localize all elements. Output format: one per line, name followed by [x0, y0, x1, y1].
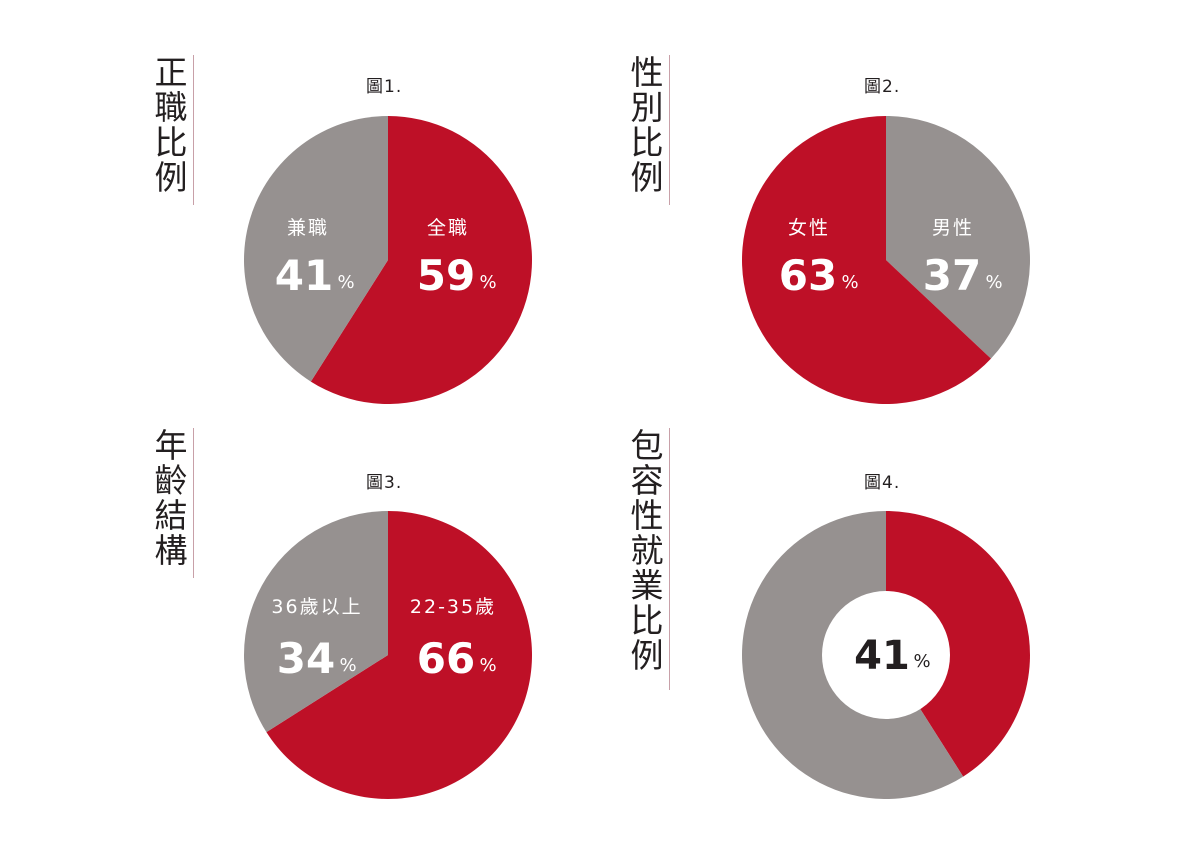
donut-chart-4: 41%: [742, 511, 1030, 799]
chart-title: 包容性就業比例: [625, 428, 670, 690]
slice-unit-label: %: [337, 272, 354, 293]
slice-unit-label: %: [479, 655, 496, 676]
figure-caption: 圖4.: [864, 473, 901, 493]
pie-slice: [244, 511, 388, 733]
slice-label: 36歲以上: [271, 596, 362, 618]
pie-chart-1: 全職 59 % 兼職 41%: [244, 116, 532, 405]
pie-slice: [742, 116, 991, 404]
slice-unit-label: %: [479, 272, 496, 293]
figure-caption: 圖3.: [366, 473, 403, 493]
slice-label: 兼職: [287, 217, 329, 239]
chart-title: 性別比例: [625, 55, 670, 205]
slice-value-label: 63: [779, 251, 837, 300]
pie-slice: [886, 511, 1030, 777]
slice-unit-label: %: [985, 272, 1002, 293]
chart-title: 正職比例: [149, 55, 194, 205]
pie-chart-3: 22-35歲 66 % 36歲以上 34%: [244, 511, 532, 799]
slice-value-label: 37: [923, 251, 981, 300]
slice-value-label: 66: [417, 634, 475, 683]
pie-slice: [266, 511, 532, 799]
center-value-label: 41: [854, 633, 910, 679]
pie-slice: [886, 116, 1030, 359]
donut-hole: [822, 591, 950, 719]
slice-label: 女性: [788, 217, 830, 239]
pie-slice: [310, 116, 532, 405]
pie-slice: [244, 116, 388, 382]
slice-label: 男性: [932, 217, 974, 239]
slice-label: 22-35歲: [410, 596, 496, 618]
chart-title: 年齡結構: [149, 428, 194, 578]
slice-value-label: 41: [275, 251, 333, 300]
center-unit-label: %: [913, 651, 930, 672]
slice-value-label: 34: [277, 634, 335, 683]
slice-unit-label: %: [339, 655, 356, 676]
figure-caption: 圖2.: [864, 77, 901, 97]
pie-chart-2: 男性 37 % 女性 63%: [742, 116, 1030, 404]
figure-caption: 圖1.: [366, 77, 403, 97]
slice-value-label: 59: [417, 251, 475, 300]
slice-label: 全職: [427, 217, 469, 239]
slice-unit-label: %: [841, 272, 858, 293]
